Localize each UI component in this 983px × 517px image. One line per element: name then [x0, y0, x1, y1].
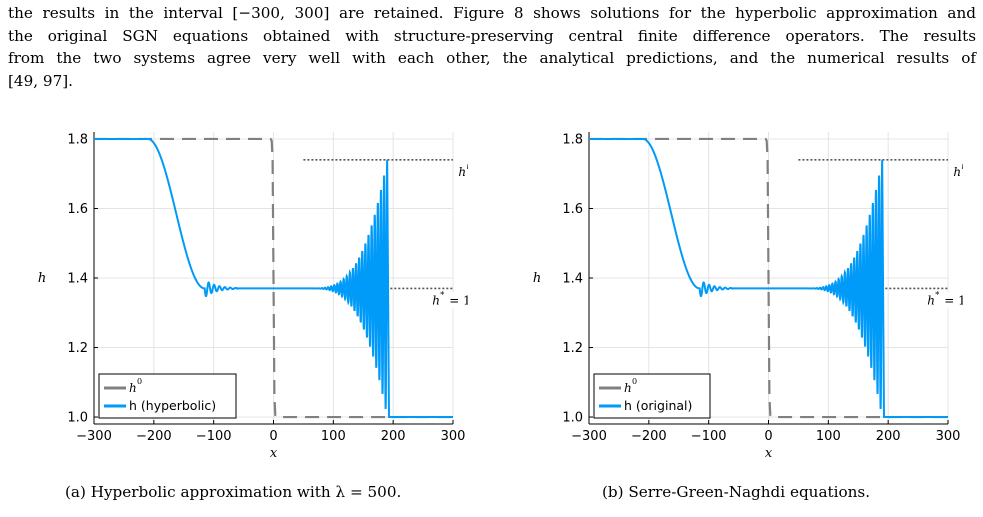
annotation-background	[923, 292, 963, 309]
legend-label-initial: h	[129, 381, 137, 395]
solution-line	[589, 137, 948, 419]
y-axis-label: h	[533, 271, 541, 286]
x-tick-label: −200	[631, 429, 667, 444]
y-tick-label: 1.6	[67, 202, 88, 217]
annotation-label: h* = 1.37	[428, 290, 468, 309]
y-tick-label: 1.2	[67, 341, 88, 356]
paragraph-line: the results in the interval [−300, 300] …	[8, 4, 976, 22]
x-tick-label: −100	[691, 429, 727, 444]
x-tick-label: 0	[764, 429, 772, 444]
annotation-symbol: h	[953, 165, 961, 179]
annotation-superscript: *	[935, 290, 939, 299]
annotation-background	[949, 163, 963, 180]
y-tick-label: 1.8	[562, 132, 583, 147]
figure-a-chart: −300 −200 −100 0 100 200 3001.01.21.41.61.8xhh…	[38, 132, 468, 461]
annotation-value: = 1.37	[449, 293, 468, 307]
y-tick-label: 1.4	[67, 272, 88, 287]
legend-label-initial: h	[624, 381, 632, 395]
paragraph-line: the original SGN equations obtained with…	[8, 26, 976, 45]
annotation-symbol: h	[927, 293, 935, 307]
solution-line	[94, 137, 453, 419]
annotation-superscript: *	[440, 290, 444, 299]
figure-a-caption: (a) Hyperbolic approximation with λ = 50…	[65, 483, 402, 501]
y-tick-label: 1.0	[562, 411, 583, 426]
annotation-superscript: m	[961, 162, 963, 171]
annotation-background	[428, 292, 468, 309]
legend-box	[593, 373, 711, 419]
figure-b-chart: −300 −200 −100 0 100 200 3001.01.21.41.61.8xhh…	[533, 132, 963, 461]
y-tick-label: 1.4	[562, 272, 583, 287]
annotation-symbol: h	[432, 293, 440, 307]
annotation-background	[454, 163, 468, 180]
annotation-superscript: m	[466, 162, 468, 171]
y-tick-label: 1.2	[562, 341, 583, 356]
figure-b-caption: (b) Serre-Green-Naghdi equations.	[602, 483, 871, 501]
x-tick-label: 300	[936, 429, 961, 444]
x-axis-label: x	[270, 446, 278, 461]
legend-superscript: 0	[632, 377, 637, 386]
x-tick-label: 200	[876, 429, 901, 444]
x-tick-label: −300	[76, 429, 112, 444]
y-tick-label: 1.6	[562, 202, 583, 217]
legend-label-solution: h (original)	[624, 398, 692, 413]
legend-box	[98, 373, 237, 419]
legend-superscript: 0	[137, 377, 142, 386]
legend-label-solution: h (hyperbolic)	[129, 398, 216, 413]
y-axis-label: h	[38, 271, 46, 286]
x-tick-label: 200	[381, 429, 406, 444]
annotation-label: h* = 1.37	[923, 290, 963, 309]
x-tick-label: −200	[136, 429, 172, 444]
x-tick-label: −300	[571, 429, 607, 444]
annotation-label: hm= 1.74	[454, 162, 468, 180]
x-tick-label: 0	[269, 429, 277, 444]
annotation-value: = 1.37	[944, 293, 963, 307]
x-tick-label: 300	[441, 429, 466, 444]
annotation-label: hm= 1.74	[949, 162, 963, 180]
body-paragraph: the results in the interval [−300, 300] …	[8, 2, 976, 92]
y-tick-label: 1.0	[67, 411, 88, 426]
annotation-symbol: h	[458, 165, 466, 179]
x-tick-label: 100	[321, 429, 346, 444]
x-axis-label: x	[765, 446, 773, 461]
paragraph-line: from the two systems agree very well wit…	[8, 49, 976, 67]
paragraph-line: [49, 97].	[8, 71, 73, 90]
x-tick-label: −100	[196, 429, 232, 444]
y-tick-label: 1.8	[67, 132, 88, 147]
x-tick-label: 100	[816, 429, 841, 444]
